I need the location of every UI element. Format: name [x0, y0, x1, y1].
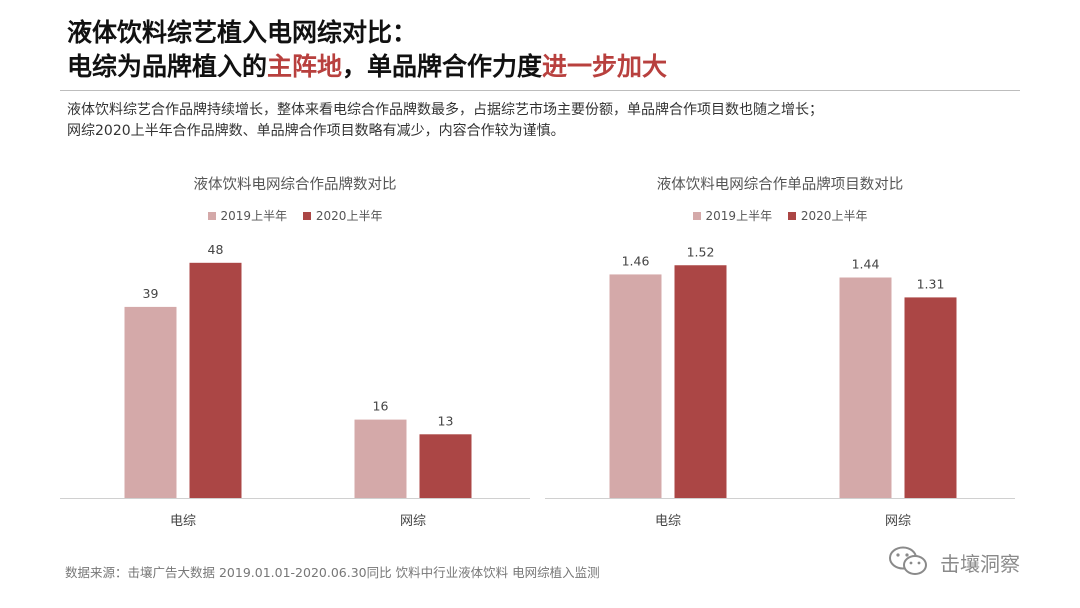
brand-count-chart: 液体饮料电网综合作品牌数对比 2019上半年 2020上半年 39 48 电综 16 1… [60, 165, 530, 545]
legend-item-2020: 2020上半年 [302, 207, 383, 224]
title-accent-1: 主阵地 [267, 52, 343, 81]
chart-legend: 2019上半年 2020上半年 [60, 207, 530, 224]
legend-swatch-2019 [207, 212, 216, 220]
description: 液体饮料综艺合作品牌持续增长，整体来看电综合作品牌数最多，占据综艺市场主要份额，… [67, 100, 1027, 142]
bar-网综-2020 [419, 434, 472, 498]
data-label-网综-2020: 13 [438, 413, 454, 428]
bar-网综-2020 [904, 297, 957, 498]
title-text-1: 电综为品牌植入的 [67, 52, 268, 81]
data-label-网综-2019: 16 [373, 399, 389, 414]
data-label-网综-2019: 1.44 [852, 257, 880, 272]
chart-legend: 2019上半年 2020上半年 [545, 207, 1015, 224]
data-label-电综-2019: 1.46 [622, 253, 650, 268]
legend-swatch-2020 [302, 212, 311, 220]
legend-item-2020: 2020上半年 [787, 207, 868, 224]
description-line-1: 液体饮料综艺合作品牌持续增长，整体来看电综合作品牌数最多，占据综艺市场主要份额，… [67, 102, 823, 118]
bar-网综-2019 [354, 419, 407, 498]
title-line-1: 液体饮料综艺植入电网综对比： [67, 18, 418, 47]
data-label-电综-2020: 1.52 [687, 244, 715, 259]
legend-item-2019: 2019上半年 [692, 207, 773, 224]
description-line-2: 网综2020上半年合作品牌数、单品牌合作项目数略有减少，内容合作较为谨慎。 [67, 123, 565, 139]
legend-label-2019: 2019上半年 [705, 209, 773, 223]
projects-per-brand-chart: 液体饮料电网综合作单品牌项目数对比 2019上半年 2020上半年 1.46 1.… [545, 165, 1015, 545]
category-label-电综: 电综 [655, 514, 681, 529]
legend-item-2019: 2019上半年 [207, 207, 288, 224]
category-label-网综: 网综 [400, 514, 426, 529]
legend-swatch-2020 [787, 212, 796, 220]
title-text-2: ，单品牌合作力度 [342, 52, 543, 81]
bar-plot: 1.46 1.52 电综 1.44 1.31 网综 [545, 244, 1015, 529]
data-label-网综-2020: 1.31 [917, 276, 945, 291]
data-source-note: 数据来源：击壤广告大数据 2019.01.01-2020.06.30同比 饮料中… [65, 565, 600, 580]
data-label-电综-2020: 48 [208, 242, 224, 257]
title-line-2: 电综为品牌植入的主阵地，单品牌合作力度进一步加大 [67, 50, 1027, 84]
page-title: 液体饮料综艺植入电网综对比： 电综为品牌植入的主阵地，单品牌合作力度进一步加大 [67, 16, 1027, 84]
category-label-网综: 网综 [885, 514, 911, 529]
bar-电综-2019 [124, 306, 177, 498]
legend-label-2020: 2020上半年 [315, 209, 383, 223]
chart-title: 液体饮料电网综合作单品牌项目数对比 [656, 177, 904, 193]
wechat-icon [889, 546, 927, 575]
bar-电综-2020 [189, 262, 242, 498]
bar-plot: 39 48 电综 16 13 网综 [60, 242, 530, 529]
title-accent-2: 进一步加大 [542, 52, 668, 81]
bar-电综-2019 [609, 274, 662, 498]
legend-label-2019: 2019上半年 [220, 209, 288, 223]
bar-网综-2019 [839, 277, 892, 498]
legend-swatch-2019 [692, 212, 701, 220]
title-divider [60, 90, 1020, 91]
chart-title: 液体饮料电网综合作品牌数对比 [193, 177, 397, 193]
brand-name: 击壤洞察 [940, 552, 1020, 576]
bar-电综-2020 [674, 265, 727, 498]
brand-watermark: 击壤洞察 [888, 544, 1063, 578]
data-label-电综-2019: 39 [143, 286, 159, 301]
category-label-电综: 电综 [170, 514, 196, 529]
legend-label-2020: 2020上半年 [800, 209, 868, 223]
